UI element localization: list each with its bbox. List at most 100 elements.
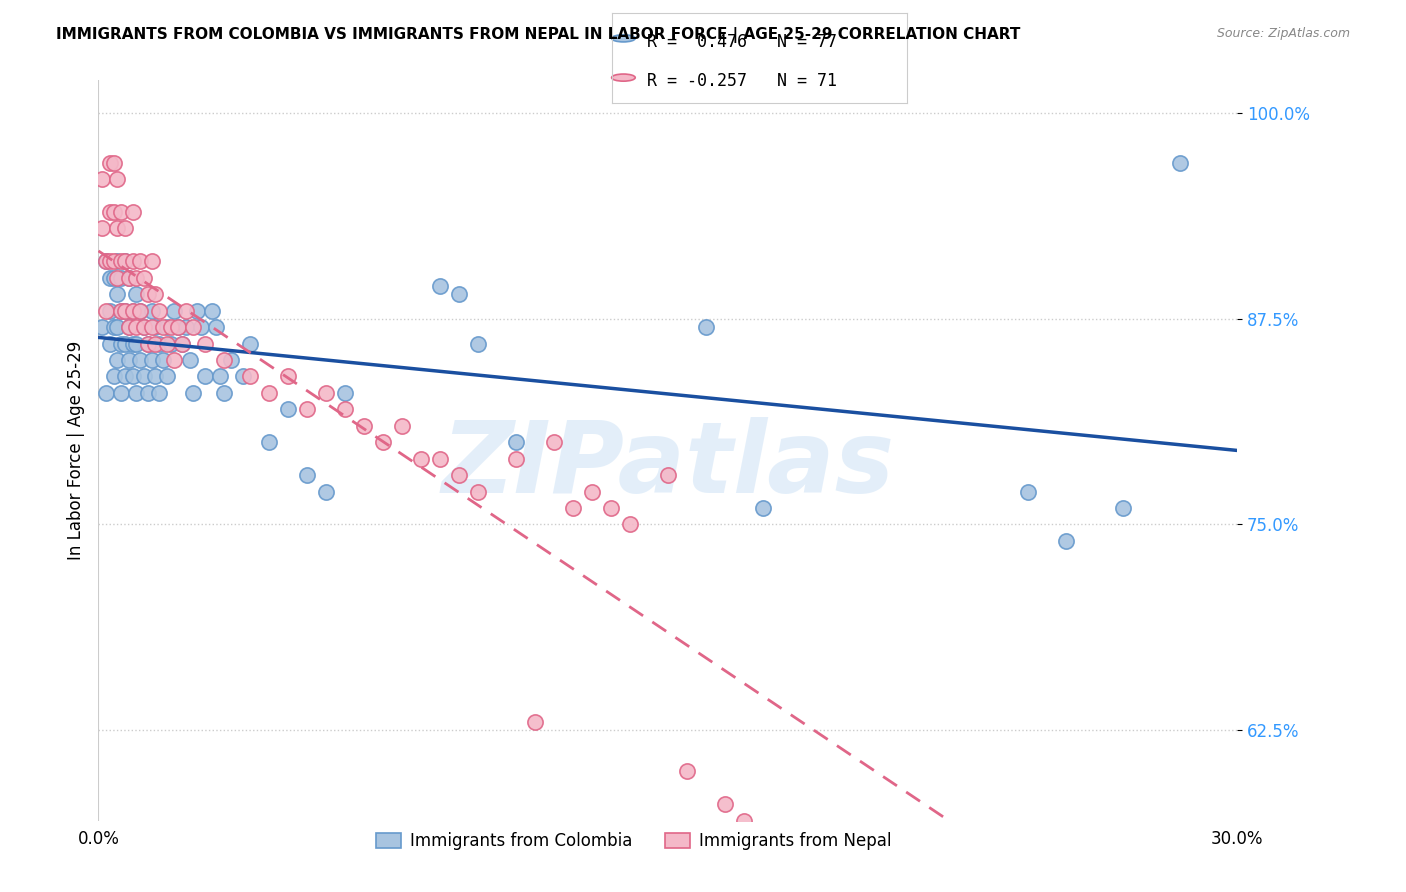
Point <box>121 336 143 351</box>
Point <box>239 369 262 384</box>
Point <box>170 336 193 351</box>
Point <box>449 468 471 483</box>
Point <box>118 270 141 285</box>
Point <box>163 353 186 368</box>
Point <box>132 369 155 384</box>
Point <box>657 468 679 483</box>
Point <box>505 435 527 450</box>
Point <box>353 418 375 433</box>
Point <box>121 205 143 219</box>
Point <box>107 172 129 186</box>
Point <box>125 385 148 400</box>
Point <box>232 369 254 384</box>
Point <box>121 303 143 318</box>
Point <box>107 287 129 301</box>
Point <box>212 353 235 368</box>
Point <box>110 303 132 318</box>
Point <box>174 303 197 318</box>
Point <box>114 336 136 351</box>
Text: Source: ZipAtlas.com: Source: ZipAtlas.com <box>1216 27 1350 40</box>
Point <box>145 336 167 351</box>
Point <box>132 320 155 334</box>
Point <box>91 320 114 334</box>
Point <box>110 205 132 219</box>
Point <box>141 353 163 368</box>
Point <box>156 369 179 384</box>
Point <box>148 385 170 400</box>
Text: R = -0.257   N = 71: R = -0.257 N = 71 <box>647 72 837 90</box>
Point <box>94 254 117 268</box>
Point <box>125 336 148 351</box>
Point <box>152 353 174 368</box>
Point <box>562 501 585 516</box>
Point <box>152 320 174 334</box>
Point <box>91 172 114 186</box>
Point <box>98 270 121 285</box>
Point <box>1170 155 1192 169</box>
Point <box>121 254 143 268</box>
Point <box>148 303 170 318</box>
Point <box>98 254 121 268</box>
Point <box>103 320 125 334</box>
Point <box>125 320 148 334</box>
Point <box>429 451 451 466</box>
Point <box>297 402 319 417</box>
Point <box>467 336 489 351</box>
Legend: Immigrants from Colombia, Immigrants from Nepal: Immigrants from Colombia, Immigrants fro… <box>370 825 898 856</box>
Point <box>129 303 152 318</box>
Point <box>695 320 717 334</box>
Text: ZIPatlas: ZIPatlas <box>441 417 894 514</box>
Point <box>543 435 565 450</box>
Point <box>136 336 159 351</box>
Point <box>619 517 641 532</box>
Point <box>156 336 179 351</box>
Point <box>114 221 136 235</box>
Point <box>145 287 167 301</box>
Point <box>125 287 148 301</box>
Point <box>118 270 141 285</box>
Point <box>315 385 337 400</box>
Point <box>194 369 217 384</box>
Point <box>98 303 121 318</box>
Point <box>733 814 755 828</box>
Point <box>141 320 163 334</box>
Point <box>205 320 228 334</box>
Point <box>129 303 152 318</box>
Point <box>1018 484 1040 499</box>
Point <box>190 320 212 334</box>
Point <box>581 484 603 499</box>
Point <box>118 353 141 368</box>
Point <box>141 254 163 268</box>
Point <box>129 353 152 368</box>
Point <box>125 270 148 285</box>
Point <box>167 320 190 334</box>
Point <box>183 385 205 400</box>
Point <box>277 369 299 384</box>
Point <box>103 254 125 268</box>
Point <box>114 254 136 268</box>
Point <box>94 385 117 400</box>
Point <box>335 402 357 417</box>
Point <box>114 254 136 268</box>
Point <box>110 303 132 318</box>
Point <box>141 303 163 318</box>
Point <box>467 484 489 499</box>
Point <box>505 451 527 466</box>
Point <box>201 303 224 318</box>
Point <box>98 336 121 351</box>
Point <box>107 320 129 334</box>
Point <box>107 254 129 268</box>
Point <box>194 336 217 351</box>
Point <box>136 385 159 400</box>
Point <box>167 320 190 334</box>
Point <box>174 320 197 334</box>
Point <box>145 320 167 334</box>
Point <box>449 287 471 301</box>
Point <box>107 353 129 368</box>
Point <box>212 385 235 400</box>
Point <box>91 221 114 235</box>
Point <box>136 287 159 301</box>
Point <box>391 418 413 433</box>
Text: R =  0.476   N = 77: R = 0.476 N = 77 <box>647 33 837 51</box>
Point <box>110 254 132 268</box>
